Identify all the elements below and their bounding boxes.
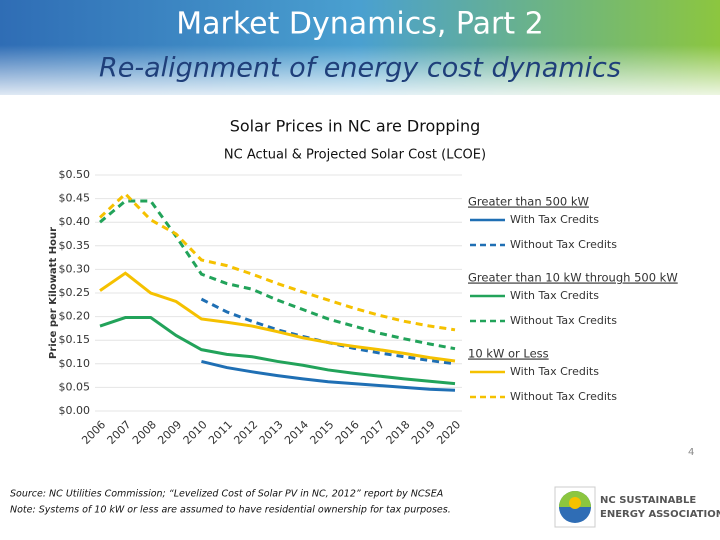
y-tick-label: $0.30	[59, 262, 91, 275]
y-tick-label: $0.35	[59, 239, 91, 252]
chart-subtitle: NC Actual & Projected Solar Cost (LCOE)	[224, 148, 486, 163]
legend-label: Without Tax Credits	[510, 314, 617, 327]
footer-note: Note: Systems of 10 kW or less are assum…	[10, 505, 451, 516]
legend-label: Without Tax Credits	[510, 238, 617, 251]
page-number: 4	[688, 447, 694, 458]
series-line	[201, 359, 456, 392]
series-line	[98, 191, 456, 332]
y-tick-label: $0.05	[59, 380, 91, 393]
logo-text: NC SUSTAINABLE	[600, 495, 696, 506]
header-fade	[0, 45, 720, 95]
y-tick-label: $0.15	[59, 333, 91, 346]
legend-group-title: Greater than 10 kW through 500 kW	[468, 271, 678, 285]
y-tick-label: $0.40	[59, 215, 91, 228]
y-tick-label: $0.00	[59, 404, 91, 417]
series-line	[99, 199, 456, 351]
y-tick-label: $0.25	[59, 286, 91, 299]
series-line	[99, 316, 456, 386]
footer-source: Source: NC Utilities Commission; “Leveli…	[10, 489, 443, 500]
slide-subtitle: Re-alignment of energy cost dynamics	[99, 53, 621, 84]
series-line	[99, 271, 456, 363]
logo-dot	[569, 497, 581, 509]
legend-label: With Tax Credits	[510, 213, 599, 226]
legend-group-title: 10 kW or Less	[468, 347, 549, 361]
legend-group-title: Greater than 500 kW	[468, 195, 589, 209]
y-tick-label: $0.10	[59, 357, 91, 370]
y-tick-label: $0.50	[59, 168, 91, 181]
logo-text: ENERGY ASSOCIATION	[600, 509, 720, 520]
logo: NC SUSTAINABLE ENERGY ASSOCIATION	[554, 486, 720, 528]
legend-label: With Tax Credits	[510, 289, 599, 302]
y-axis-label: Price per Kilowatt Hour	[48, 227, 59, 359]
y-tick-label: $0.45	[59, 192, 91, 205]
legend-label: With Tax Credits	[510, 365, 599, 378]
chart-title: Solar Prices in NC are Dropping	[230, 117, 481, 136]
slide-title: Market Dynamics, Part 2	[176, 7, 544, 42]
y-tick-label: $0.20	[59, 310, 91, 323]
legend-label: Without Tax Credits	[510, 390, 617, 403]
